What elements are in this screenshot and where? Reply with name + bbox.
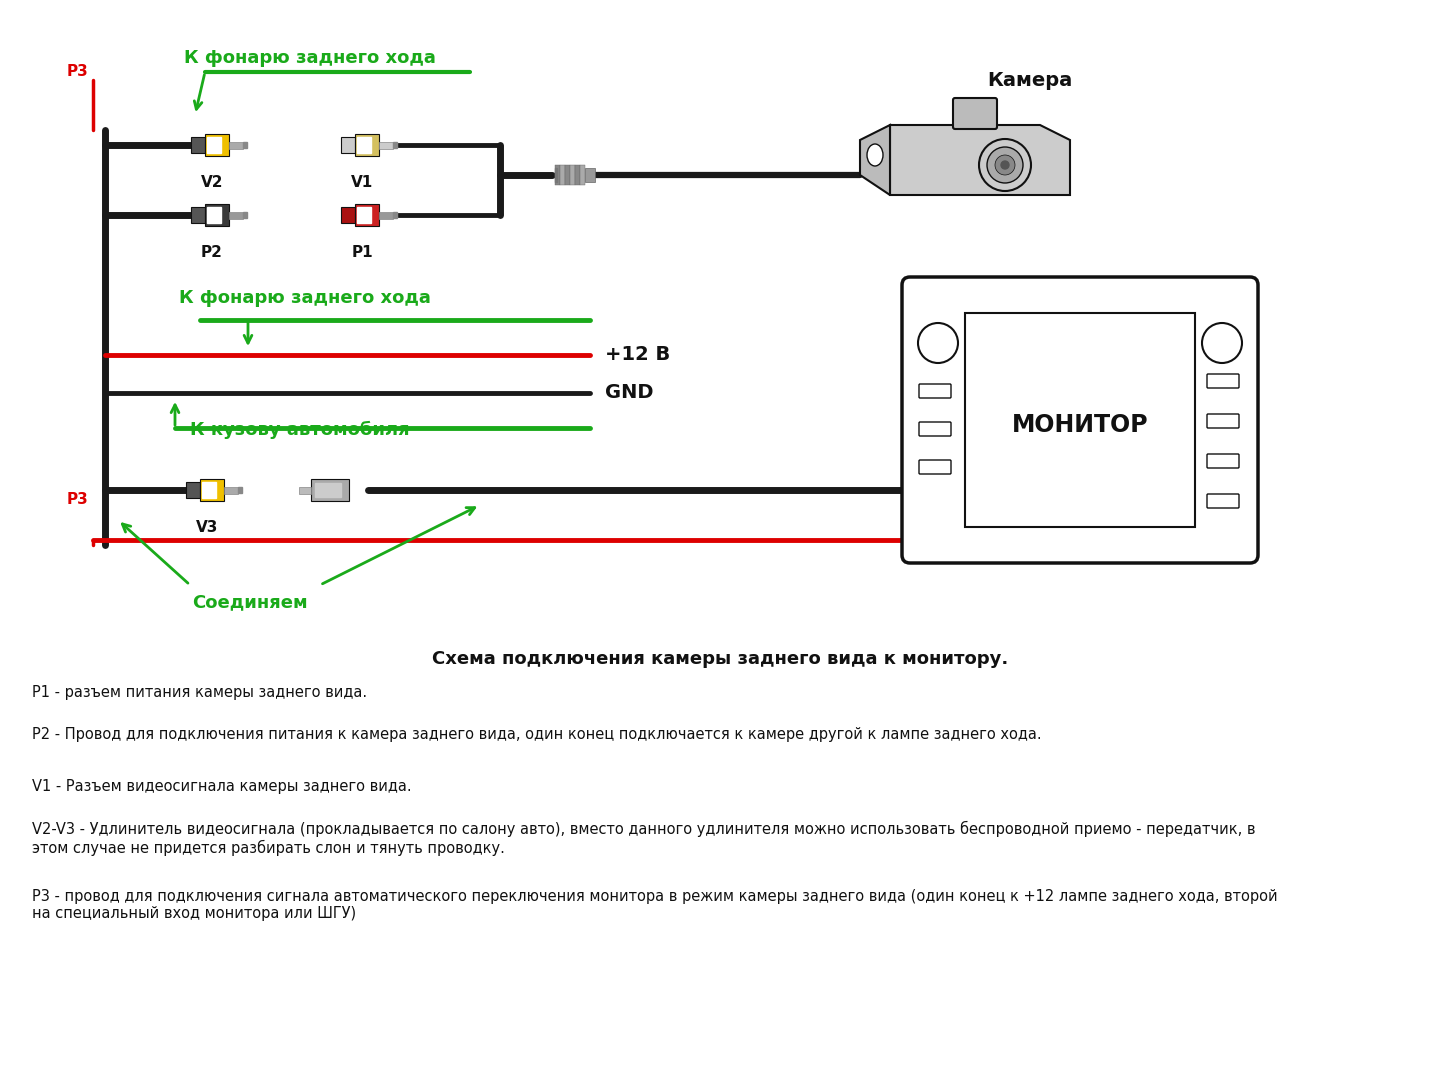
FancyBboxPatch shape <box>901 277 1259 563</box>
Bar <box>564 165 570 185</box>
FancyBboxPatch shape <box>1207 494 1238 508</box>
Bar <box>570 165 575 185</box>
Bar <box>200 479 225 501</box>
Bar <box>192 137 204 153</box>
Bar <box>243 142 248 148</box>
Text: +12 В: +12 В <box>605 345 670 364</box>
Circle shape <box>995 155 1015 175</box>
Bar <box>186 482 200 498</box>
Bar <box>341 137 356 153</box>
Bar <box>225 487 238 494</box>
Bar <box>575 165 580 185</box>
Bar <box>229 142 243 149</box>
Bar <box>393 212 397 218</box>
Circle shape <box>986 147 1022 183</box>
Text: Р3 - провод для подключения сигнала автоматического переключения монитора в режи: Р3 - провод для подключения сигнала авто… <box>32 889 1277 922</box>
Text: GND: GND <box>605 384 654 402</box>
Bar <box>238 487 242 493</box>
Text: V2-V3 - Удлинитель видеосигнала (прокладывается по салону авто), вместо данного : V2-V3 - Удлинитель видеосигнала (проклад… <box>32 821 1256 855</box>
Bar <box>356 134 379 157</box>
Bar <box>356 204 379 226</box>
Bar <box>357 207 372 223</box>
Bar <box>580 165 585 185</box>
Bar <box>315 483 341 497</box>
Ellipse shape <box>867 144 883 166</box>
Text: V3: V3 <box>196 520 219 535</box>
Text: МОНИТОР: МОНИТОР <box>1012 413 1148 437</box>
Bar <box>229 212 243 219</box>
Text: P3: P3 <box>66 492 88 507</box>
Bar <box>192 207 204 223</box>
Text: P2: P2 <box>202 245 223 260</box>
Bar <box>204 134 229 157</box>
FancyBboxPatch shape <box>1207 414 1238 428</box>
FancyBboxPatch shape <box>919 460 950 474</box>
Polygon shape <box>890 125 1070 195</box>
Text: V1: V1 <box>351 175 373 190</box>
Bar <box>300 487 311 494</box>
Bar <box>393 142 397 148</box>
Bar <box>311 479 348 501</box>
Bar <box>554 168 557 182</box>
Bar <box>379 142 393 149</box>
Text: P1: P1 <box>351 245 373 260</box>
FancyBboxPatch shape <box>919 422 950 436</box>
Text: Соединяем: Соединяем <box>192 593 308 611</box>
FancyBboxPatch shape <box>953 98 996 129</box>
Bar <box>204 204 229 226</box>
Bar <box>965 313 1195 527</box>
Circle shape <box>1202 323 1241 363</box>
Text: Схема подключения камеры заднего вида к монитору.: Схема подключения камеры заднего вида к … <box>432 650 1008 668</box>
Text: P3: P3 <box>66 64 88 79</box>
FancyBboxPatch shape <box>1207 374 1238 388</box>
Text: К фонарю заднего хода: К фонарю заднего хода <box>179 289 431 307</box>
Bar <box>357 137 372 153</box>
Circle shape <box>979 139 1031 191</box>
Bar <box>207 137 220 153</box>
Bar <box>554 165 560 185</box>
Text: V1 - Разъем видеосигнала камеры заднего вида.: V1 - Разъем видеосигнала камеры заднего … <box>32 779 412 794</box>
Bar <box>560 165 564 185</box>
Circle shape <box>1001 161 1009 169</box>
Bar <box>207 207 220 223</box>
Bar <box>341 207 356 223</box>
Bar <box>243 212 248 218</box>
Text: P2 - Провод для подключения питания к камера заднего вида, один конец подключает: P2 - Провод для подключения питания к ка… <box>32 727 1041 742</box>
Bar <box>202 482 216 498</box>
Text: К фонарю заднего хода: К фонарю заднего хода <box>184 49 436 66</box>
Text: P1 - разъем питания камеры заднего вида.: P1 - разъем питания камеры заднего вида. <box>32 685 367 700</box>
Text: V2: V2 <box>200 175 223 190</box>
Bar <box>585 168 595 182</box>
Text: К кузову автомобиля: К кузову автомобиля <box>190 421 410 440</box>
Text: Камера: Камера <box>988 71 1073 90</box>
Circle shape <box>919 323 958 363</box>
FancyBboxPatch shape <box>1207 455 1238 468</box>
FancyBboxPatch shape <box>919 384 950 398</box>
Polygon shape <box>860 125 890 195</box>
Bar <box>379 212 393 219</box>
